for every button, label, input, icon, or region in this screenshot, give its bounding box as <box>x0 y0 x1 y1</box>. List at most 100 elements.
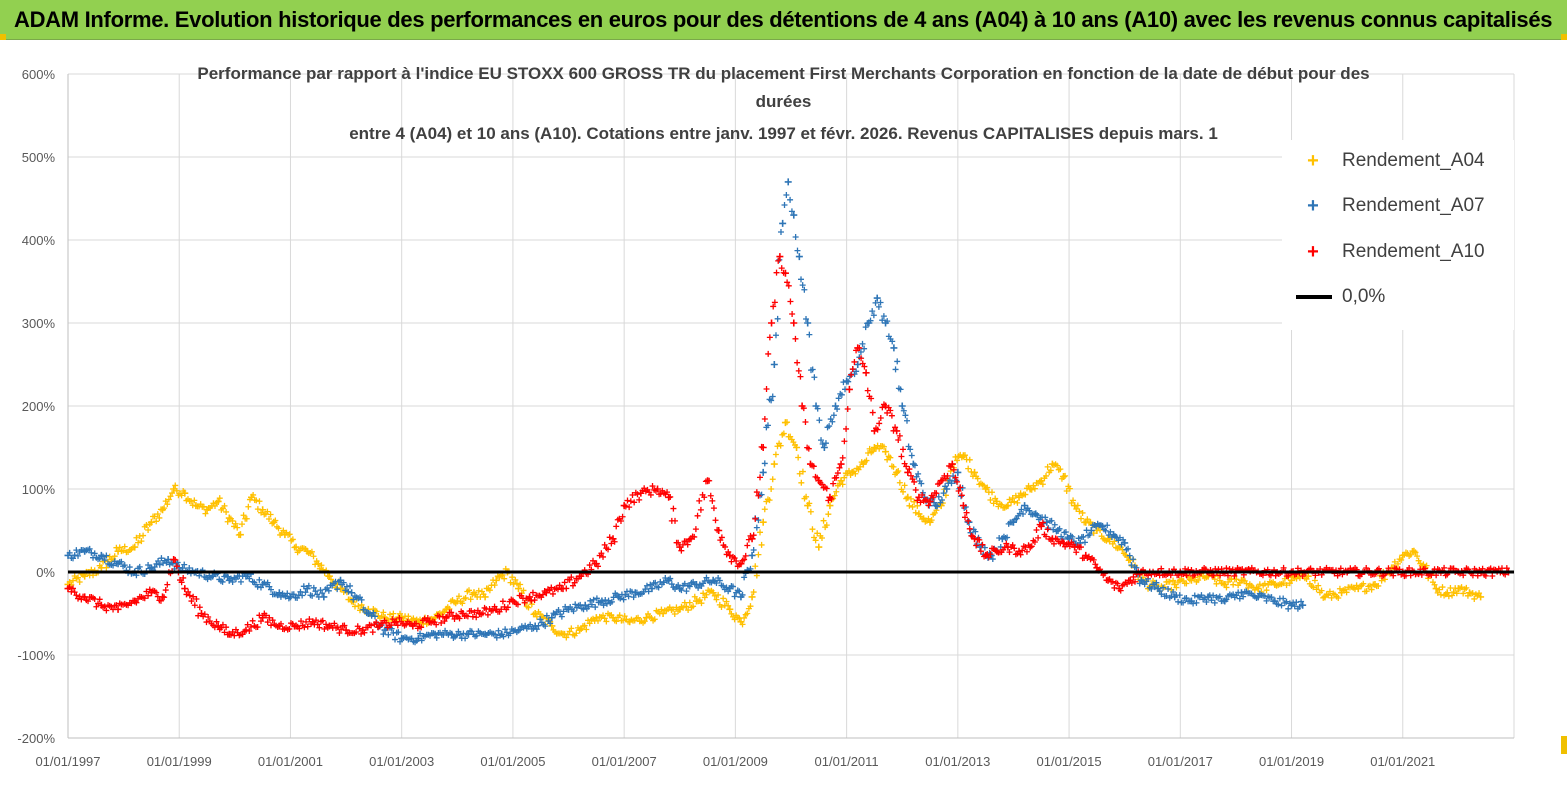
legend-item-a07[interactable]: + Rendement_A07 <box>1292 193 1484 219</box>
data-point <box>103 552 110 559</box>
data-point <box>925 515 932 522</box>
data-point <box>140 532 147 539</box>
data-point <box>498 606 505 613</box>
data-point <box>231 632 238 639</box>
data-point <box>745 536 752 543</box>
data-point <box>1073 549 1080 556</box>
data-point <box>1151 584 1158 591</box>
legend-item-a04[interactable]: + Rendement_A04 <box>1292 148 1484 174</box>
data-point <box>286 625 293 632</box>
data-point <box>323 621 330 628</box>
data-point <box>312 561 319 568</box>
data-point <box>1103 537 1110 544</box>
data-point <box>1233 592 1240 599</box>
series-Rendement_A04 <box>64 419 1485 641</box>
data-point <box>701 494 708 501</box>
data-point <box>797 373 804 380</box>
data-point <box>1253 594 1260 601</box>
data-point <box>373 619 380 626</box>
data-point <box>583 626 590 633</box>
data-point <box>361 629 368 636</box>
data-point <box>312 588 319 595</box>
data-point <box>879 404 886 411</box>
data-point <box>1414 553 1421 560</box>
data-point <box>1407 551 1414 558</box>
data-point <box>232 576 239 583</box>
data-point <box>348 597 356 605</box>
data-point <box>275 525 282 532</box>
data-point <box>795 367 802 374</box>
data-point <box>374 624 381 631</box>
data-point <box>613 618 620 625</box>
data-point <box>103 564 110 571</box>
data-point <box>577 601 584 608</box>
data-point <box>1011 545 1018 552</box>
data-point <box>451 616 458 623</box>
data-point <box>524 595 531 602</box>
data-point <box>1015 493 1023 501</box>
data-point <box>242 626 250 634</box>
data-point <box>502 626 509 633</box>
data-point <box>904 468 912 476</box>
data-point <box>715 591 722 598</box>
data-point <box>291 544 298 551</box>
data-point <box>862 324 869 331</box>
data-point <box>944 472 951 479</box>
data-point <box>1039 519 1046 526</box>
data-point <box>264 619 271 626</box>
data-point <box>1363 565 1370 572</box>
data-point <box>799 282 806 289</box>
data-point <box>912 486 919 493</box>
data-point <box>190 593 197 600</box>
data-point <box>558 585 565 592</box>
data-point <box>170 485 178 493</box>
data-point <box>1224 572 1231 579</box>
data-point <box>836 464 843 471</box>
data-point <box>153 518 160 525</box>
data-point <box>601 615 608 622</box>
data-point <box>672 517 679 524</box>
data-point <box>1236 595 1243 602</box>
data-point <box>1074 502 1081 509</box>
selection-handle-bottom-right[interactable] <box>1561 736 1567 754</box>
data-point <box>517 626 524 633</box>
selection-handle-top-right[interactable] <box>1561 34 1567 40</box>
data-point <box>1128 579 1135 586</box>
data-point <box>870 444 878 451</box>
data-point <box>1193 599 1200 606</box>
chart-legend: + Rendement_A04 + Rendement_A07 + Rendem… <box>1282 140 1514 330</box>
data-point <box>249 617 256 624</box>
data-point <box>603 600 610 607</box>
data-point <box>484 611 491 618</box>
data-point <box>267 586 274 593</box>
legend-item-a10[interactable]: + Rendement_A10 <box>1292 239 1484 265</box>
data-point <box>755 551 762 558</box>
data-point <box>391 619 398 626</box>
data-point <box>358 601 365 608</box>
data-point <box>1111 538 1118 545</box>
data-point <box>758 491 765 498</box>
data-point <box>791 442 798 449</box>
data-point <box>774 315 781 322</box>
data-point <box>931 499 938 506</box>
legend-item-zero[interactable]: 0,0% <box>1292 284 1385 310</box>
performance-chart: -200% -100% 0% 100% 200% 300% 400% 500% 600% 01/0… <box>17 67 1515 769</box>
data-point <box>730 583 737 590</box>
data-point <box>161 505 168 512</box>
data-point <box>585 603 592 610</box>
data-point <box>1124 581 1131 588</box>
data-point <box>613 523 620 530</box>
data-point <box>859 340 866 347</box>
data-point <box>755 517 762 524</box>
data-point <box>825 511 832 518</box>
data-point <box>441 618 448 625</box>
data-point <box>595 563 602 570</box>
data-point <box>380 609 387 616</box>
data-point <box>787 298 794 305</box>
data-point <box>213 499 220 506</box>
data-point <box>564 631 571 638</box>
data-point <box>892 424 899 431</box>
data-point <box>973 542 980 549</box>
selection-handle-top-left[interactable] <box>0 34 6 40</box>
x-tick-label: 01/01/2013 <box>925 754 990 769</box>
